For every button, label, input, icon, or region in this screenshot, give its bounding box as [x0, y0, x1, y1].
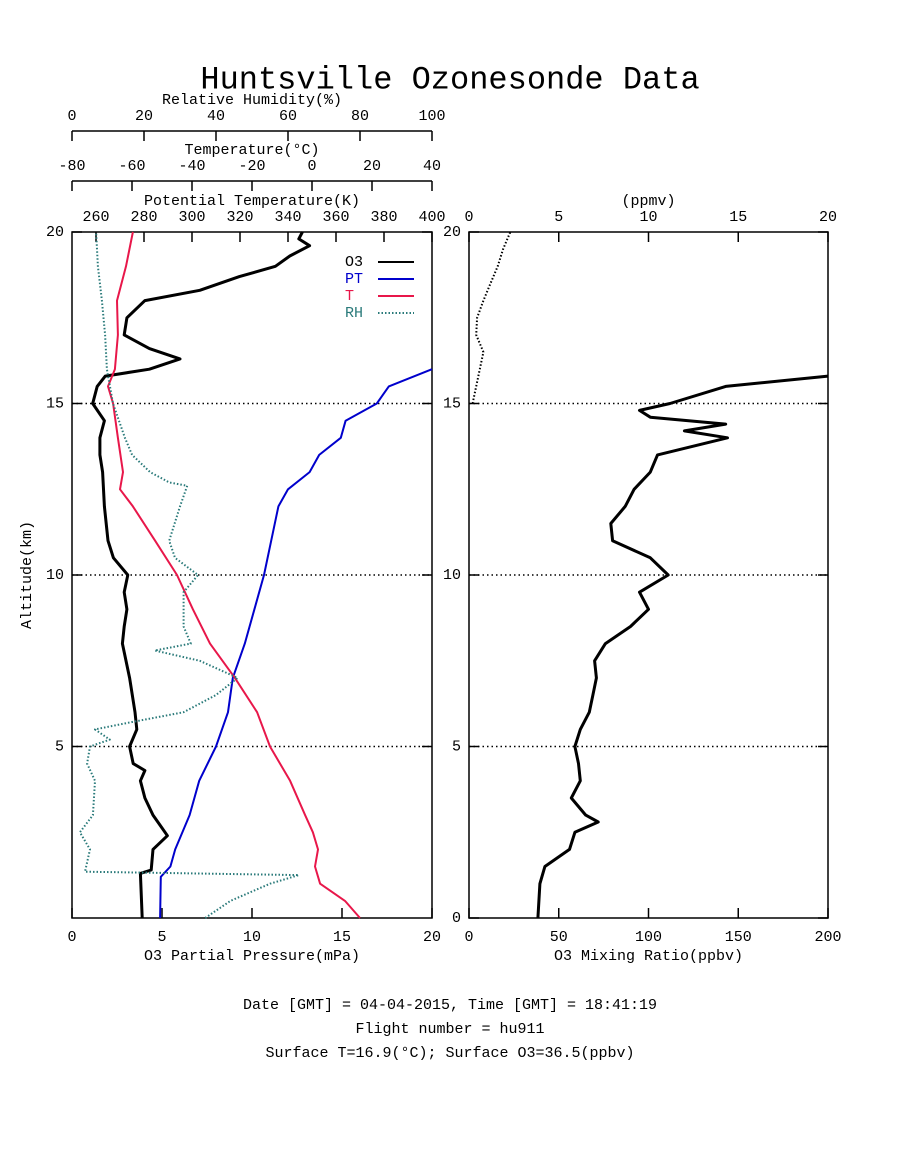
x3-tick-label: 0 [307, 158, 316, 175]
series-line [536, 374, 829, 919]
x3-axis-title: Temperature(°C) [184, 142, 319, 159]
x-tick-label: 100 [635, 929, 662, 946]
x-tick-label: 5 [157, 929, 166, 946]
x2-tick-label: 400 [418, 209, 445, 226]
x3-tick-label: 40 [423, 158, 441, 175]
x-tick-label: 200 [814, 929, 841, 946]
series-line [78, 231, 300, 919]
x4-tick-label: 0 [67, 108, 76, 125]
y-tick-label: 0 [452, 910, 461, 927]
x4-tick-label: 100 [418, 108, 445, 125]
legend-label: RH [345, 305, 363, 322]
series-line [107, 231, 361, 919]
footer-line: Date [GMT] = 04-04-2015, Time [GMT] = 18… [243, 997, 657, 1014]
series-line [91, 231, 312, 919]
y-axis-title: Altitude(km) [19, 521, 36, 629]
y-tick-label: 5 [55, 738, 64, 755]
footer-line: Flight number = hu911 [355, 1021, 544, 1038]
footer-line: Surface T=16.9(°C); Surface O3=36.5(ppbv… [265, 1045, 634, 1062]
legend-label: T [345, 288, 354, 305]
x3-tick-label: -80 [58, 158, 85, 175]
y-tick-label: 20 [443, 224, 461, 241]
x2-tick-label: 0 [464, 209, 473, 226]
x2-tick-label: 10 [639, 209, 657, 226]
x2-tick-label: 300 [178, 209, 205, 226]
x-tick-label: 150 [725, 929, 752, 946]
legend-label: PT [345, 271, 363, 288]
x2-tick-label: 20 [819, 209, 837, 226]
x3-tick-label: 20 [363, 158, 381, 175]
x3-tick-label: -60 [118, 158, 145, 175]
x-tick-label: 20 [423, 929, 441, 946]
y-tick-label: 10 [46, 567, 64, 584]
x2-tick-label: 360 [322, 209, 349, 226]
series-line [471, 231, 512, 404]
x-tick-label: 10 [243, 929, 261, 946]
x2-tick-label: 340 [274, 209, 301, 226]
x2-tick-label: 380 [370, 209, 397, 226]
x-axis-title: O3 Mixing Ratio(ppbv) [554, 948, 743, 965]
x3-tick-label: -40 [178, 158, 205, 175]
y-tick-label: 20 [46, 224, 64, 241]
x4-axis-title: Relative Humidity(%) [162, 92, 342, 109]
y-tick-label: 15 [46, 395, 64, 412]
x4-tick-label: 20 [135, 108, 153, 125]
x2-axis-title: Potential Temperature(K) [144, 193, 360, 210]
x4-tick-label: 80 [351, 108, 369, 125]
plot-frame [468, 231, 829, 919]
x2-tick-label: 320 [226, 209, 253, 226]
y-tick-label: 10 [443, 567, 461, 584]
x-tick-label: 0 [67, 929, 76, 946]
x2-tick-label: 5 [554, 209, 563, 226]
x-tick-label: 50 [550, 929, 568, 946]
y-tick-label: 15 [443, 395, 461, 412]
x-axis-title: O3 Partial Pressure(mPa) [144, 948, 360, 965]
x3-tick-label: -20 [238, 158, 265, 175]
x2-axis-title: (ppmv) [621, 193, 675, 210]
x2-tick-label: 260 [82, 209, 109, 226]
x2-tick-label: 280 [130, 209, 157, 226]
x4-tick-label: 40 [207, 108, 225, 125]
x-tick-label: 15 [333, 929, 351, 946]
legend-label: O3 [345, 254, 363, 271]
series-line [159, 368, 433, 919]
x-tick-label: 0 [464, 929, 473, 946]
y-tick-label: 5 [452, 738, 461, 755]
x4-tick-label: 60 [279, 108, 297, 125]
chart-title: Huntsville Ozonesonde Data [200, 61, 699, 98]
x2-tick-label: 15 [729, 209, 747, 226]
